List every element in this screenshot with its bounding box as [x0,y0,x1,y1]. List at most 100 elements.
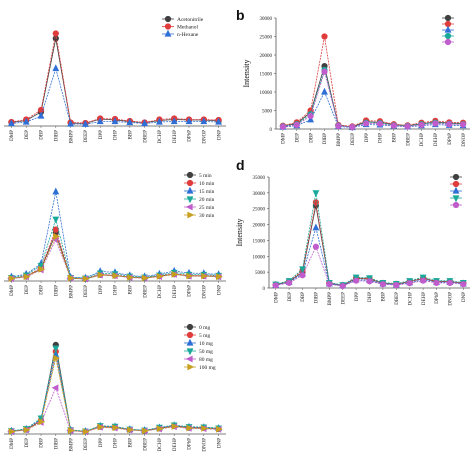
data-point [53,232,61,240]
data-point [279,123,287,130]
data-point [68,274,75,282]
data-point [97,271,105,279]
x-tick-label: DEP [25,285,30,295]
data-point [171,423,179,430]
data-point [432,120,439,127]
x-tick-label: BMPP [337,133,342,147]
x-tick-label: DEEP [351,133,356,146]
x-tick-label: DMP [282,133,287,144]
legend-marker [186,348,194,356]
data-point [376,120,384,127]
x-tick-label: DPhP [435,292,440,304]
panel-label: d [236,157,245,173]
data-point [7,119,15,127]
data-point [68,427,75,434]
data-point [312,223,320,231]
x-tick-label: DIBP [54,130,59,142]
x-tick-label: DHP [114,130,119,140]
x-tick-label: DBEP [406,133,411,146]
x-tick-label: DPP [99,285,104,294]
data-point [82,275,90,283]
data-point [53,354,61,362]
x-tick-label: BBP [129,438,134,448]
x-tick-label: DEP [295,133,300,143]
data-point [293,121,300,129]
data-point [23,273,31,281]
x-tick-label: DEHP [173,285,178,298]
x-tick-label: DBP [301,292,306,302]
data-point [286,279,293,287]
data-point [97,423,105,431]
x-tick-label: DMP [274,292,279,303]
legend-marker [452,180,460,188]
x-tick-label: DCHP [158,130,163,144]
data-point [312,190,320,198]
x-tick-label: DIBP [323,133,328,145]
y-axis-title: Intensity [242,60,251,88]
x-tick-label: DEP [25,130,30,140]
data-point [321,87,328,95]
data-point [312,243,319,250]
x-tick-label: DEEP [84,285,89,298]
data-point [216,273,223,281]
x-tick-label: DMP [10,285,15,296]
data-point [38,418,46,426]
data-point [141,119,149,127]
data-point [335,122,342,130]
series-line [275,226,464,287]
data-point [420,277,427,284]
data-point [8,275,16,282]
y-tick-label: 5000 [255,271,266,276]
x-tick-label: DNP [217,438,222,448]
data-point [142,427,149,435]
x-tick-label: BMPP [69,285,74,299]
y-tick-label: 30000 [260,17,273,22]
legend-label: 100 mg [199,365,216,371]
data-point [446,279,453,287]
x-tick-label: DBEP [143,130,148,143]
legend-label: 20 min [199,197,215,203]
x-tick-label: DNOP [203,130,208,144]
data-point [418,121,425,129]
data-point [186,424,194,432]
legend-marker [186,338,194,346]
data-point [142,274,149,282]
data-point [433,279,440,287]
series-30-min [8,232,223,283]
legend-marker [186,196,194,204]
legend-label: n-Hexane [177,32,199,38]
series-line [275,192,464,286]
data-point [96,117,104,125]
legend-marker [164,29,172,37]
data-point [8,428,16,435]
data-point [156,272,164,280]
data-point [299,272,306,279]
x-tick-label: DCHP [420,133,425,147]
data-point [82,428,90,436]
legend [442,14,454,46]
x-tick-label: DCHP [158,285,163,299]
x-tick-label: DIBP [315,292,320,304]
x-tick-label: DPP [365,133,370,142]
legend-label: 30 min [199,213,215,219]
data-point [52,187,60,195]
chart-panel-c: DMP DEP DBP DIBP BMPP DEEP DPP DHP BBP DBEP DCHP DE… [4,171,226,299]
x-tick-label: DPhP [188,130,193,142]
data-point [67,119,75,127]
legend-label: Methanol [177,25,199,31]
y-tick-label: 0 [263,287,266,292]
data-point [185,117,193,125]
series-4 [272,243,467,290]
x-tick-label: DEEP [84,438,89,451]
x-tick-label: DEHP [173,438,178,451]
data-point [379,281,386,288]
data-point [272,282,279,289]
data-point [362,120,370,127]
x-tick-label: DBP [40,285,45,295]
data-point [22,117,30,125]
y-tick-label: 15000 [260,73,273,78]
legend-marker [186,323,194,331]
data-point [52,216,60,224]
data-point [37,111,45,119]
chart-panel-b: b 0 5000 10000 15000 20000 25000 30000 Intensity… [236,7,470,147]
